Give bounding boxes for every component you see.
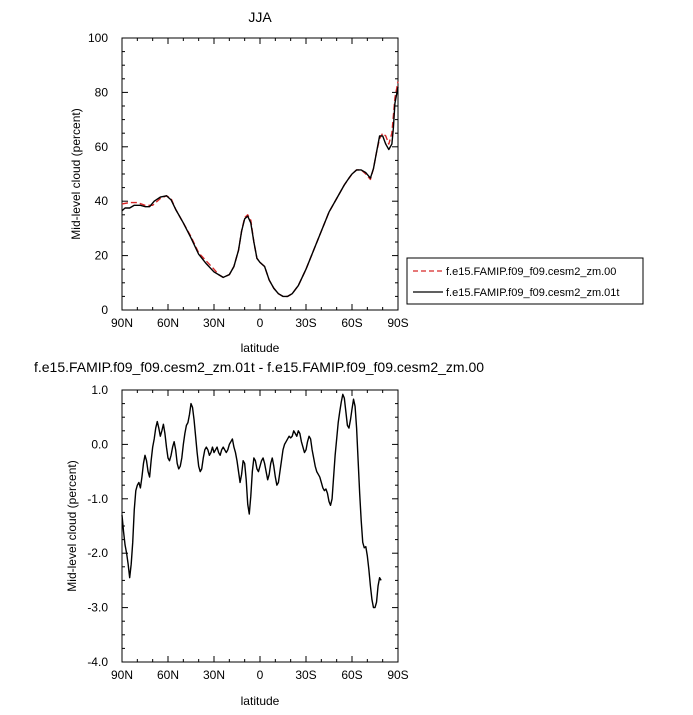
bottom-x-tick-label: 60S [341,668,362,682]
bottom-y-tick-label: 1.0 [91,383,108,397]
legend: f.e15.FAMIP.f09_f09.cesm2_zm.00 f.e15.FA… [406,257,644,305]
bottom-y-tick-label: -3.0 [87,601,108,615]
bottom-x-tick-label: 60N [157,668,179,682]
top-panel: JJA 0 20 40 60 80 100 90N 60N 30N 0 30S 60S 90S lat… [69,9,409,355]
top-y-tick-label: 0 [101,303,108,317]
bottom-x-tick-label: 30N [203,668,225,682]
bottom-x-tick-label: 0 [257,668,264,682]
bottom-x-tick-labels: 90N 60N 30N 0 30S 60S 90S [111,668,409,682]
bottom-x-tick-label: 30S [295,668,316,682]
legend-label-00: f.e15.FAMIP.f09_f09.cesm2_zm.00 [446,266,616,278]
top-series-lines [121,81,399,298]
bottom-y-tick-label: 0.0 [91,437,108,451]
top-x-tick-labels: 90N 60N 30N 0 30S 60S 90S [111,316,409,330]
top-x-tick-label: 30S [295,316,316,330]
top-x-tick-label: 60S [341,316,362,330]
top-y-axis-label: Mid-level cloud (percent) [69,108,83,239]
bottom-y-axis-label: Mid-level cloud (percent) [65,460,79,591]
bottom-series-line-0 [121,393,382,609]
top-y-tick-label: 20 [95,249,109,263]
top-panel-title: JJA [248,9,272,25]
bottom-x-tick-label: 90S [387,668,408,682]
bottom-y-tick-labels: 1.0 0.0 -1.0 -2.0 -3.0 -4.0 [87,383,108,669]
bottom-x-axis-label: latitude [241,694,280,708]
top-x-tick-label: 90S [387,316,408,330]
top-y-tick-label: 60 [95,140,109,154]
legend-label-01t: f.e15.FAMIP.f09_f09.cesm2_zm.01t [446,287,619,299]
top-x-tick-label: 90N [111,316,133,330]
bottom-y-tick-label: -4.0 [87,655,108,669]
bottom-panel-title: f.e15.FAMIP.f09_f09.cesm2_zm.01t - f.e15… [34,359,484,375]
top-y-tick-label: 40 [95,194,109,208]
top-plot-frame [121,37,399,311]
top-y-tick-label: 80 [95,85,109,99]
bottom-series-lines [121,393,382,609]
bottom-panel: f.e15.FAMIP.f09_f09.cesm2_zm.01t - f.e15… [34,359,484,708]
top-x-tick-label: 30N [203,316,225,330]
legend-box [406,257,644,305]
top-tick-marks [121,37,399,311]
top-x-tick-label: 0 [257,316,264,330]
top-y-tick-label: 100 [88,31,108,45]
top-series-line-0 [121,81,399,298]
bottom-x-tick-label: 90N [111,668,133,682]
bottom-y-tick-label: -1.0 [87,492,108,506]
bottom-y-tick-label: -2.0 [87,546,108,560]
top-series-line-1 [121,86,399,298]
top-x-axis-label: latitude [241,341,280,355]
top-x-tick-label: 60N [157,316,179,330]
top-y-tick-labels: 0 20 40 60 80 100 [88,31,108,317]
